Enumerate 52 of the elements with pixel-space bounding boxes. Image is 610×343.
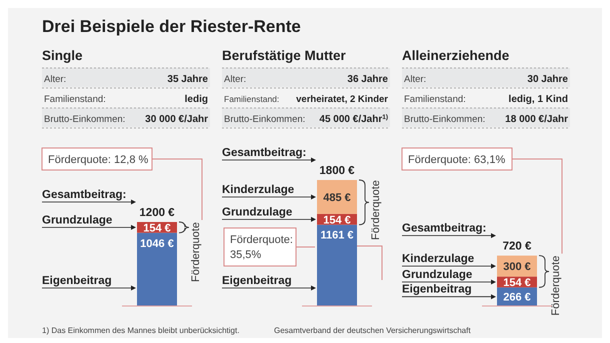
text: 36 Jahre [347, 74, 388, 85]
data-label: 154 € [143, 222, 171, 234]
text: Familienstand: [224, 94, 280, 104]
text: 30 000 €/Jahr [145, 114, 208, 125]
text: Förderquote [190, 222, 202, 282]
text: Gesamtbeitrag: [42, 189, 126, 201]
data-label: 300 € [503, 261, 531, 274]
data-label: 1046 € [140, 238, 174, 250]
text: Familienstand: [404, 94, 466, 105]
chart-subtitle: Alleinerziehende [402, 48, 510, 63]
text: 35 Jahre [167, 74, 208, 85]
series-label: Kinderzulage [222, 184, 294, 196]
text: Förderquote [550, 256, 562, 316]
text: Gesamtbeitrag: [402, 222, 486, 235]
text: Grundzulage [42, 214, 112, 226]
text: Familienstand: [44, 94, 106, 105]
text: Förderquote: 35,5% [230, 234, 293, 261]
total-label: 1800 € [319, 165, 356, 177]
data-label: 1161 € [320, 230, 354, 242]
text: Alter: [44, 74, 66, 85]
text: Alter: [224, 74, 246, 85]
text: 45 000 €/Jahr$^{1)}$ [319, 114, 388, 125]
total-label: 720 € [502, 240, 532, 253]
chart-subtitle: Single [42, 48, 83, 63]
text: Brutto-Einkommen: [404, 114, 486, 125]
text: Eigenbeitrag [222, 275, 292, 287]
text: Brutto-Einkommen: [44, 114, 126, 125]
text: ledig [184, 94, 208, 105]
chart-subtitle: Berufstätige Mutter [222, 48, 347, 63]
data-label: 485 € [323, 192, 351, 204]
chart-title: Drei Beispiele der Riester-Rente [42, 17, 301, 36]
text: Gesamtbeitrag: [222, 147, 306, 159]
text: Alter: [404, 74, 426, 85]
text: verheiratet, 2 Kinder [296, 94, 388, 105]
text: 18 000 €/Jahr [505, 114, 568, 125]
data-label: 266 € [503, 292, 531, 304]
text: Grundzulage [402, 268, 472, 281]
text: Brutto-Einkommen: [224, 114, 306, 125]
text: Förderquote: 63,1% [408, 154, 506, 166]
text: Grundzulage [222, 206, 292, 218]
text: Eigenbeitrag [42, 275, 112, 287]
text: Förderquote: 12,8 % [48, 154, 149, 166]
text: Gesamtverband der deutschen Versicherungswirtschaft [274, 326, 472, 335]
total-label: 1200 € [139, 207, 176, 219]
text: Förderquote [370, 180, 382, 240]
text: Eigenbeitrag [402, 284, 472, 296]
text: 1) Das Einkommen des Mannes bleibt unberücksichtigt. [42, 326, 240, 335]
text: ledig, 1 Kind [508, 94, 568, 105]
series-label: Kinderzulage [402, 253, 474, 266]
text: 30 Jahre [527, 74, 568, 85]
data-label: 154 € [503, 276, 531, 289]
data-label: 154 € [323, 214, 351, 226]
